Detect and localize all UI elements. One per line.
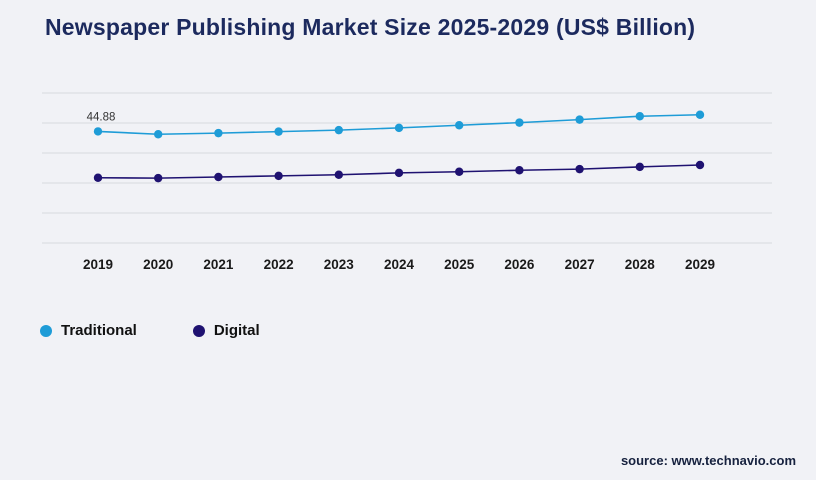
data-point-traditional <box>334 125 343 135</box>
data-point-digital <box>575 164 584 174</box>
line-chart-svg: 2019 2020 2021 2022 2023 2024 2025 2026 2027 2028… <box>42 92 772 272</box>
data-point-digital <box>154 173 163 183</box>
x-axis-label: 2022 <box>264 257 294 272</box>
data-point-traditional <box>93 127 103 136</box>
x-axis-label: 2025 <box>444 257 475 272</box>
source-attribution: source: www.technavio.com <box>620 453 796 468</box>
data-point-digital <box>93 173 103 182</box>
digital-marker-icon <box>192 324 205 337</box>
traditional-marker-icon <box>40 324 52 337</box>
data-point-digital <box>274 171 283 181</box>
data-point-digital <box>635 162 644 172</box>
x-axis-label: 2021 <box>203 257 234 272</box>
line-chart: 2019 2020 2021 2022 2023 2024 2025 2026 2027 2028… <box>40 78 780 278</box>
data-point-traditional <box>394 123 404 133</box>
data-point-traditional <box>455 121 464 130</box>
legend-label-traditional: Traditional <box>61 322 137 339</box>
data-point-traditional <box>695 110 705 119</box>
x-axis-label: 2028 <box>625 257 656 272</box>
data-point-traditional <box>214 128 223 138</box>
chart-legend: Traditional Digital <box>40 322 260 339</box>
data-point-traditional <box>575 115 584 124</box>
point-value-label: 44.88 <box>87 111 116 123</box>
legend-item-digital[interactable]: Digital <box>192 322 260 339</box>
x-axis-label: 2029 <box>685 257 715 272</box>
data-point-digital <box>455 167 464 176</box>
x-axis-label: 2027 <box>565 257 595 272</box>
x-axis-label: 2020 <box>143 257 173 272</box>
data-point-traditional <box>274 127 283 136</box>
data-point-digital <box>515 166 524 175</box>
data-point-digital <box>695 160 705 170</box>
legend-item-traditional[interactable]: Traditional <box>40 322 137 339</box>
data-point-traditional <box>635 112 644 121</box>
legend-label-digital: Digital <box>213 322 260 339</box>
x-axis-label: 2026 <box>504 257 535 272</box>
chart-title: Newspaper Publishing Market Size 2025-20… <box>45 14 696 40</box>
x-axis-label: 2019 <box>83 257 113 272</box>
data-point-digital <box>214 172 223 182</box>
x-axis-label: 2024 <box>384 257 415 272</box>
data-point-digital <box>394 168 404 178</box>
data-point-traditional <box>154 130 163 139</box>
data-point-digital <box>334 170 343 179</box>
x-axis-label: 2023 <box>324 257 355 272</box>
data-point-traditional <box>515 118 524 127</box>
